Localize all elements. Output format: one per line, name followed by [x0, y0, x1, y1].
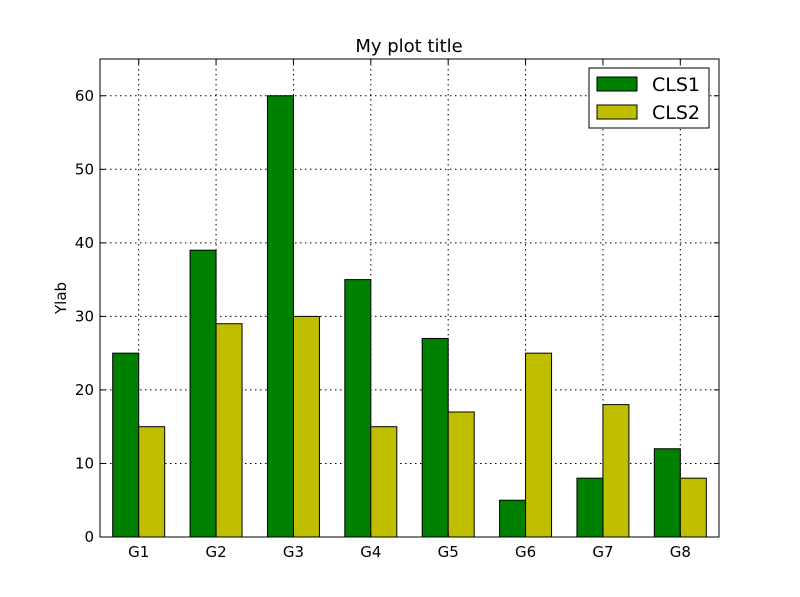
- y-tick-label: 30: [75, 307, 94, 325]
- bar-cls2-g7: [602, 404, 630, 538]
- bar-cls2-g1: [138, 426, 166, 538]
- x-tick-label: G8: [670, 543, 691, 561]
- bar-cls1-g7: [576, 477, 604, 538]
- x-tick-label: G6: [515, 543, 536, 561]
- bar-cls1-g5: [421, 337, 449, 538]
- y-tick-label: 10: [75, 454, 94, 472]
- bar-cls1-g8: [653, 448, 681, 538]
- axis-ticks: 0 10 20 30 40 50 60 G1 G2 G3 G4 G5 G6 G7 G8: [75, 59, 719, 561]
- bar-cls2-g5: [447, 411, 475, 538]
- bar-cls1-g1: [112, 352, 140, 538]
- bars: [112, 95, 707, 538]
- bar-cls2-g6: [525, 352, 553, 538]
- y-tick-label: 40: [75, 234, 94, 252]
- legend-label-cls2: CLS2: [652, 102, 700, 124]
- bar-cls2-g2: [215, 323, 243, 538]
- legend-label-cls1: CLS1: [652, 74, 700, 96]
- x-tick-label: G1: [128, 543, 149, 561]
- x-tick-label: G2: [205, 543, 226, 561]
- bar-cls1-g4: [344, 279, 372, 538]
- legend-swatch-cls2: [596, 104, 638, 120]
- bar-cls2-g8: [679, 477, 707, 538]
- bar-cls2-g4: [370, 426, 398, 538]
- bar-cls1-g2: [189, 249, 217, 538]
- x-tick-label: G3: [283, 543, 304, 561]
- bar-cls1-g6: [499, 499, 527, 538]
- chart-title: My plot title: [355, 36, 462, 57]
- y-tick-label: 60: [75, 87, 94, 105]
- y-tick-label: 0: [84, 528, 94, 546]
- bar-cls1-g3: [266, 95, 294, 538]
- legend: CLS1 CLS2: [588, 67, 710, 129]
- x-tick-label: G4: [360, 543, 381, 561]
- bar-cls2-g3: [292, 315, 320, 538]
- plot-area-frame: [99, 58, 720, 538]
- x-tick-label: G7: [592, 543, 613, 561]
- legend-swatch-cls1: [596, 76, 638, 92]
- y-axis-label: Ylab: [52, 282, 70, 315]
- y-tick-label: 20: [75, 381, 94, 399]
- x-tick-label: G5: [438, 543, 459, 561]
- y-tick-label: 50: [75, 160, 94, 178]
